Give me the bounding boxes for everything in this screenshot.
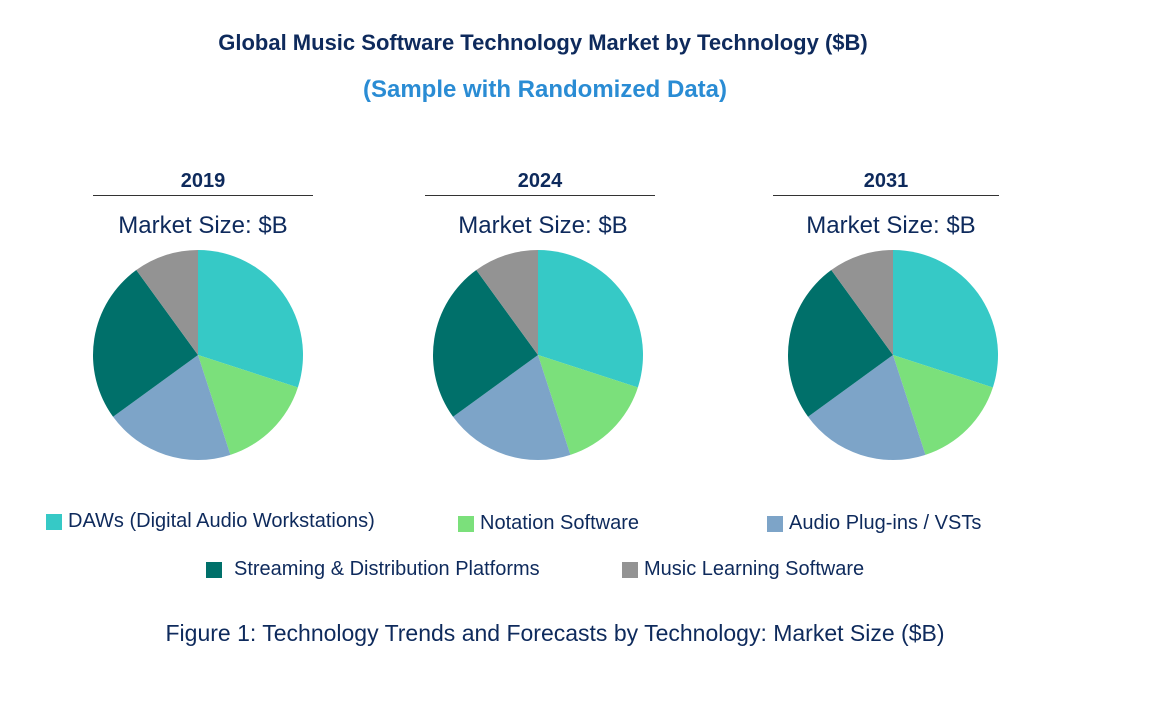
pie-slice-2019-0 (198, 250, 303, 388)
legend-swatch (46, 513, 62, 530)
legend-swatch (767, 515, 783, 532)
pie-slice-2031-2 (808, 355, 926, 460)
pie-slice-2024-3 (433, 270, 538, 417)
legend-swatch (622, 561, 638, 578)
legend-label: Streaming & Distribution Platforms (234, 558, 540, 580)
pie-slice-2024-2 (453, 355, 571, 461)
market-size-label-2031: Market Size: $B (806, 212, 976, 239)
legend-item-notation: Notation Software (458, 512, 639, 535)
legend-swatch (458, 515, 474, 532)
pie-slice-2031-1 (893, 355, 993, 455)
pie-slice-2024-4 (476, 250, 538, 355)
market-size-label-2024: Market Size: $B (458, 212, 628, 239)
pie-slice-2024-1 (538, 355, 638, 455)
legend-label: Notation Software (480, 512, 639, 534)
legend-item-daws: DAWs (Digital Audio Workstations) (46, 510, 375, 533)
pie-slice-2031-3 (788, 270, 893, 417)
pie-slice-2031-4 (831, 250, 893, 355)
pie-slice-2019-1 (198, 355, 298, 455)
legend-label: Audio Plug-ins / VSTs (789, 512, 982, 534)
legend-swatch (206, 561, 222, 578)
legend-item-streaming: Streaming & Distribution Platforms (206, 558, 540, 581)
legend-label: Music Learning Software (644, 558, 865, 580)
pie-slice-2019-3 (93, 270, 198, 417)
legend-item-learning: Music Learning Software (622, 558, 864, 581)
legend-item-audio-plugins: Audio Plug-ins / VSTs (767, 512, 981, 535)
figure-caption: Figure 1: Technology Trends and Forecast… (165, 620, 945, 646)
chart-title: Global Music Software Technology Market … (218, 30, 868, 55)
legend-label: DAWs (Digital Audio Workstations) (68, 510, 375, 532)
pie-slice-2031-0 (893, 250, 999, 388)
pie-slice-2024-0 (538, 250, 644, 388)
pie-year-2024: 2024 (425, 170, 655, 196)
pie-year-2019: 2019 (93, 170, 313, 196)
chart-subtitle: (Sample with Randomized Data) (362, 76, 728, 103)
pie-year-2031: 2031 (773, 170, 999, 196)
pie-slice-2019-2 (113, 355, 231, 460)
market-size-label-2019: Market Size: $B (118, 212, 288, 239)
pie-slice-2019-4 (136, 250, 198, 355)
